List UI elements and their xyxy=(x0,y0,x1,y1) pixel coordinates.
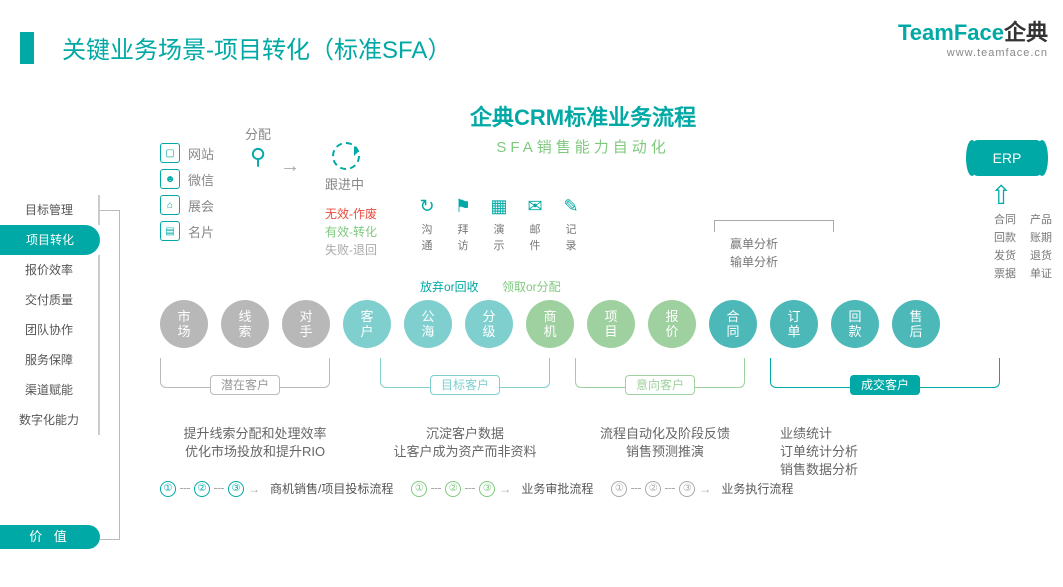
alloc-label: 分配 xyxy=(245,124,271,143)
action-icon: ✉ xyxy=(524,195,546,217)
sidebar-item-3[interactable]: 交付质量 xyxy=(0,285,100,315)
stage-5: 分级 xyxy=(465,300,513,348)
sidebar-item-6[interactable]: 渠道赋能 xyxy=(0,375,100,405)
arrow-icon: → xyxy=(280,155,300,178)
stage-6: 商机 xyxy=(526,300,574,348)
channel-icon: ▤ xyxy=(160,221,180,241)
action-1: ⚑拜访 xyxy=(452,195,474,253)
crm-sub: SFA销售能力自动化 xyxy=(470,136,696,157)
channel-2: ⌂展会 xyxy=(160,192,214,218)
flow-legend: ①②③→商机销售/项目投标流程 ①②③→业务审批流程 ①②③→业务执行流程 xyxy=(160,480,793,497)
sidebar-item-5[interactable]: 服务保障 xyxy=(0,345,100,375)
logo-cn: 企典 xyxy=(1004,20,1048,45)
flow-1: ①②③→业务审批流程 xyxy=(411,480,593,497)
followup-icon xyxy=(332,142,360,170)
stage-7: 项目 xyxy=(587,300,635,348)
channel-1: ☻微信 xyxy=(160,166,214,192)
action-icon: ✎ xyxy=(560,195,582,217)
erp-node: ERP xyxy=(972,140,1042,176)
lose-analysis: 输单分析 xyxy=(730,253,778,271)
action-icon: ▦ xyxy=(488,195,510,217)
desc-3: 流程自动化及阶段反馈销售预测推演 xyxy=(570,425,760,461)
erp-arrow-icon: ⇧ xyxy=(990,180,1012,211)
stage-12: 售后 xyxy=(892,300,940,348)
action-icon: ⚑ xyxy=(452,195,474,217)
analysis: 赢单分析 输单分析 xyxy=(730,235,778,271)
sidebar-item-2[interactable]: 报价效率 xyxy=(0,255,100,285)
logo-brand: TeamFace xyxy=(898,20,1004,45)
sidebar-item-4[interactable]: 团队协作 xyxy=(0,315,100,345)
sidebar-connector xyxy=(100,210,120,540)
desc-4: 业绩统计订单统计分析销售数据分析 xyxy=(780,425,970,479)
sidebar-item-0[interactable]: 目标管理 xyxy=(0,195,100,225)
sidebar-item-1[interactable]: 项目转化 xyxy=(0,225,100,255)
channel-icon: ☻ xyxy=(160,169,180,189)
bracket-deal: 成交客户 xyxy=(770,358,1000,388)
analysis-bracket xyxy=(714,220,834,232)
diagram: 企典CRM标准业务流程 SFA销售能力自动化 ▢网站☻微信⌂展会▤名片 分配 ⚲… xyxy=(160,100,1060,560)
alloc-icon: ⚲ xyxy=(250,144,266,170)
action-icon: ↻ xyxy=(416,195,438,217)
erp-grid: 合同产品回款账期发货退货票据单证 xyxy=(986,210,1060,284)
channel-icon: ▢ xyxy=(160,143,180,163)
action-4: ✎记录 xyxy=(560,195,582,253)
action-2: ▦演示 xyxy=(488,195,510,253)
status-invalid: 无效-作废 xyxy=(325,205,377,223)
channel-3: ▤名片 xyxy=(160,218,214,244)
title-accent xyxy=(20,32,34,64)
flow-2: ①②③→业务执行流程 xyxy=(611,480,793,497)
channels: ▢网站☻微信⌂展会▤名片 xyxy=(160,140,214,244)
followup-label: 跟进中 xyxy=(325,174,364,193)
sidebar: 目标管理项目转化报价效率交付质量团队协作服务保障渠道赋能数字化能力 xyxy=(0,195,100,435)
stage-10: 订单 xyxy=(770,300,818,348)
bracket-intent: 意向客户 xyxy=(575,358,745,388)
value-pill[interactable]: 价 值 xyxy=(0,525,100,549)
status-valid: 有效-转化 xyxy=(325,223,377,241)
desc-2: 沉淀客户数据让客户成为资产而非资料 xyxy=(370,425,560,461)
stage-3: 客户 xyxy=(343,300,391,348)
logo-url: www.teamface.cn xyxy=(898,47,1048,59)
stage-4: 公海 xyxy=(404,300,452,348)
sublabel-recycle: 放弃or回收 xyxy=(420,278,479,295)
stage-11: 回款 xyxy=(831,300,879,348)
status-fail: 失败-退回 xyxy=(325,241,377,259)
channel-icon: ⌂ xyxy=(160,195,180,215)
action-0: ↻沟通 xyxy=(416,195,438,253)
crm-title: 企典CRM标准业务流程 SFA销售能力自动化 xyxy=(470,100,696,157)
sublabel-assign: 领取or分配 xyxy=(502,278,561,295)
stage-circles: 市场线索对手客户公海分级商机项目报价合同订单回款售后 xyxy=(160,300,940,348)
stage-0: 市场 xyxy=(160,300,208,348)
bracket-potential: 潜在客户 xyxy=(160,358,330,388)
sidebar-item-7[interactable]: 数字化能力 xyxy=(0,405,100,435)
win-analysis: 赢单分析 xyxy=(730,235,778,253)
stage-2: 对手 xyxy=(282,300,330,348)
crm-main: 企典CRM标准业务流程 xyxy=(470,100,696,132)
flow-0: ①②③→商机销售/项目投标流程 xyxy=(160,480,393,497)
action-icons: ↻沟通 ⚑拜访 ▦演示 ✉邮件 ✎记录 xyxy=(416,195,582,253)
bracket-target: 目标客户 xyxy=(380,358,550,388)
action-3: ✉邮件 xyxy=(524,195,546,253)
logo: TeamFace企典 www.teamface.cn xyxy=(898,15,1048,59)
status-list: 无效-作废 有效-转化 失败-退回 xyxy=(325,205,377,259)
channel-0: ▢网站 xyxy=(160,140,214,166)
stage-1: 线索 xyxy=(221,300,269,348)
stage-8: 报价 xyxy=(648,300,696,348)
page-title: 关键业务场景-项目转化（标准SFA） xyxy=(62,30,451,65)
stage-9: 合同 xyxy=(709,300,757,348)
desc-1: 提升线索分配和处理效率优化市场投放和提升RIO xyxy=(160,425,350,461)
